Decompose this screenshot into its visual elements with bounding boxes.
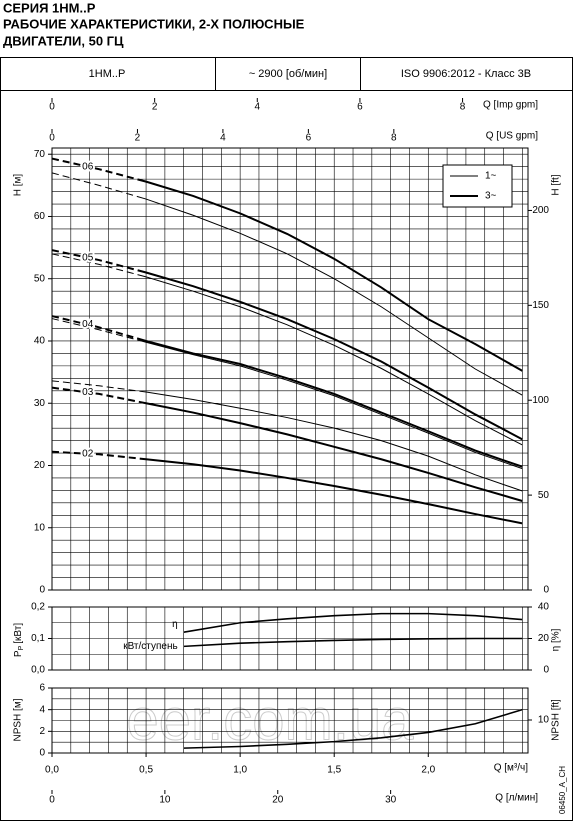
y-axis-label-sub: P (18, 645, 25, 650)
x3-tick-label: 8 (391, 133, 397, 144)
y-tick-label: 10 (34, 522, 46, 533)
x-tick-label: 1,5 (327, 765, 341, 776)
pump-curve (51, 318, 523, 470)
legend-label: 1~ (485, 171, 497, 182)
x3-axis-label: Q [US gpm] (486, 131, 538, 142)
y2-tick-label: 0 (543, 665, 549, 676)
y-tick-label: 6 (39, 683, 45, 694)
y-tick-label: 30 (34, 398, 46, 409)
y-tick-label: 2 (39, 726, 45, 737)
y2-axis-label: H [ft] (551, 174, 562, 195)
series-label: кВт/ступень (123, 641, 177, 652)
x2-axis-label: Q [л/мин] (495, 793, 538, 804)
plot-frame (51, 147, 529, 591)
pump-curve (51, 249, 523, 441)
y-tick-label: 0 (39, 748, 45, 759)
x2-tick-label: 20 (272, 795, 284, 806)
y2-tick-label: 10 (538, 715, 550, 726)
y-axis-label: NPSH [м] (13, 698, 24, 741)
y-axis-label: H [м] (13, 174, 24, 197)
x2-tick-label: 10 (159, 795, 171, 806)
stage-label: 05 (82, 252, 94, 263)
pump-curve (51, 253, 523, 446)
header-cell: ~ 2900 [об/мин] (249, 68, 327, 80)
x3-tick-label: 0 (49, 133, 55, 144)
x2-tick-label: 0 (49, 102, 55, 113)
pump-curve (51, 386, 523, 502)
y-axis-label: PP[кВт] (13, 623, 25, 657)
x3-tick-label: 6 (306, 133, 312, 144)
x3-tick-label: 2 (135, 133, 141, 144)
y2-tick-label: 100 (532, 395, 549, 406)
y-tick-label: 60 (34, 211, 46, 222)
y-tick-label: 40 (34, 336, 46, 347)
pump-curve (51, 450, 523, 525)
y-tick-label: 70 (34, 149, 46, 160)
x2-tick-label: 2 (152, 102, 158, 113)
y2-tick-label: 150 (532, 300, 549, 311)
y-axis-label-part: P (13, 650, 24, 657)
y2-axis-label: NPSH [ft] (551, 699, 562, 741)
stage-label: 02 (82, 448, 94, 459)
stage-label: 04 (82, 319, 94, 330)
y-tick-label: 20 (34, 460, 46, 471)
y-tick-label: 50 (34, 273, 46, 284)
pump-curve (51, 157, 523, 372)
y2-tick-label: 50 (538, 490, 550, 501)
x2-tick-label: 6 (357, 102, 363, 113)
y2-axis-label: η [%] (551, 628, 562, 651)
x2-tick-label: 8 (460, 102, 466, 113)
y-tick-label: 0,0 (31, 665, 45, 676)
x2-tick-label: 0 (49, 795, 55, 806)
pump-curve (51, 172, 523, 396)
x2-tick-label: 4 (255, 102, 261, 113)
x-tick-label: 0,5 (139, 765, 153, 776)
x-tick-label: 0,0 (45, 765, 59, 776)
y2-tick-label: 0 (543, 585, 549, 596)
x-tick-label: 1,0 (233, 765, 247, 776)
watermark: eer.com.ua (127, 687, 415, 752)
x3-tick-label: 4 (220, 133, 226, 144)
x-tick-label: 2,0 (421, 765, 435, 776)
plot-frame (51, 687, 529, 754)
header-cell: 1НМ..Р (89, 68, 126, 80)
y2-tick-label: 40 (538, 602, 550, 613)
x-axis-label: Q [м³/ч] (494, 763, 529, 774)
curve (183, 708, 523, 749)
title-line: РАБОЧИЕ ХАРАКТЕРИСТИКИ, 2-Х ПОЛЮСНЫЕ (3, 16, 305, 31)
y2-tick-label: 20 (538, 633, 550, 644)
header-cell: ISO 9906:2012 - Класс 3B (401, 68, 531, 80)
title-line: ДВИГАТЕЛИ, 50 ГЦ (3, 33, 124, 48)
stage-label: 03 (82, 387, 94, 398)
pump-curve (51, 380, 523, 492)
legend-label: 3~ (485, 191, 497, 202)
curve (183, 637, 523, 648)
legend-box (442, 164, 513, 208)
pump-curve (51, 315, 523, 468)
y-tick-label: 4 (39, 704, 45, 715)
y-tick-label: 0,1 (31, 633, 45, 644)
y-axis-label-part: [кВт] (13, 623, 24, 644)
series-label: η (172, 619, 178, 630)
x2-tick-label: 30 (385, 795, 397, 806)
curve (183, 612, 523, 633)
title-line: СЕРИЯ 1НМ..Р (3, 0, 96, 15)
y-tick-label: 0 (39, 585, 45, 596)
stage-label: 06 (82, 161, 94, 172)
drawing-code: 06450_A_CH (558, 766, 567, 814)
y2-tick-label: 200 (532, 205, 549, 216)
y-tick-label: 0,2 (31, 602, 45, 613)
x2-axis-label: Q [Imp gpm] (483, 100, 538, 111)
